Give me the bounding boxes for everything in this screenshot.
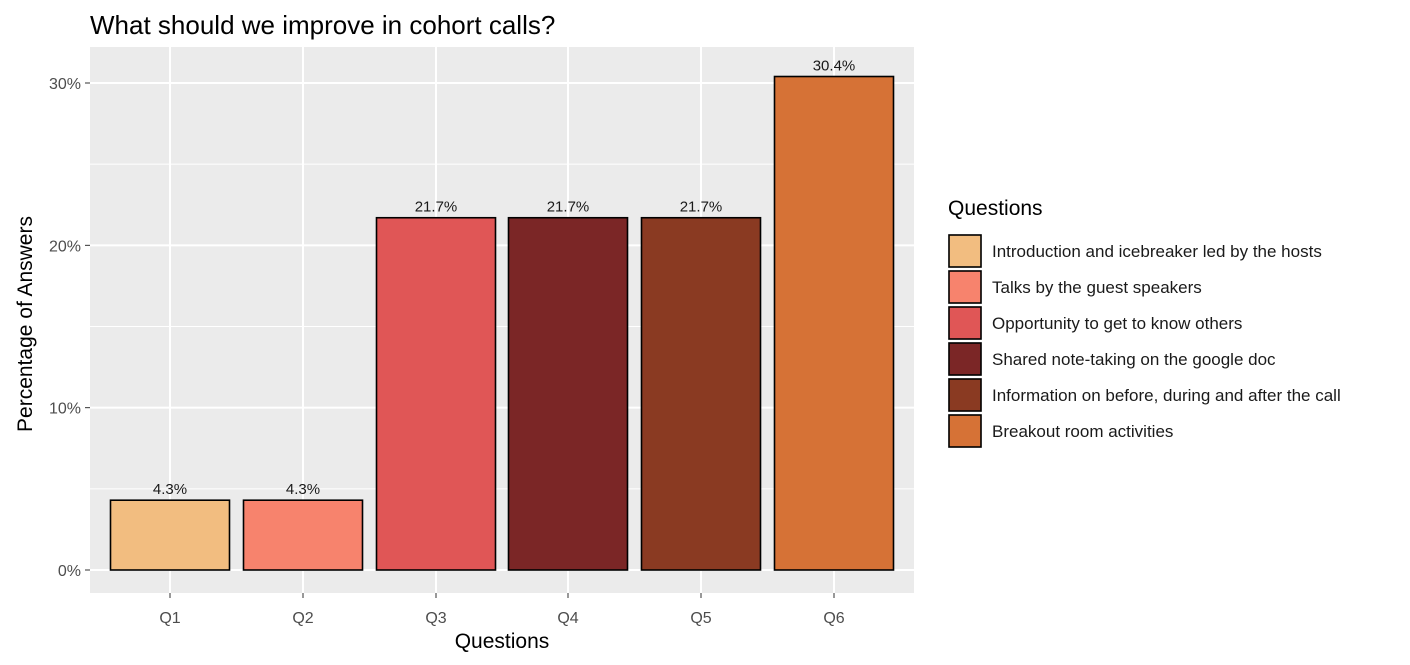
- legend-swatch-1: [948, 234, 982, 268]
- y-axis-title: Percentage of Answers: [14, 216, 37, 432]
- x-tick-label-q2: Q2: [292, 610, 313, 627]
- data-label-q3: 21.7%: [415, 199, 458, 216]
- legend-swatch-4: [948, 342, 982, 376]
- data-label-q1: 4.3%: [153, 481, 187, 498]
- x-tick-label-q6: Q6: [823, 610, 844, 627]
- y-tick-label: 30%: [49, 76, 81, 93]
- legend-swatch-3: [948, 306, 982, 340]
- x-tick-label-q1: Q1: [159, 610, 180, 627]
- data-label-q5: 21.7%: [680, 199, 723, 216]
- bar-q5: [640, 216, 762, 571]
- data-label-q6: 30.4%: [813, 58, 856, 75]
- bar-q1: [109, 499, 231, 571]
- data-label-q4: 21.7%: [547, 199, 590, 216]
- y-tick-label: 0%: [58, 563, 81, 580]
- legend-swatch-2: [948, 270, 982, 304]
- bars: 4.3% 4.3% 21.7% 21.7% 21.7% 30.4%: [109, 58, 895, 571]
- x-tick-label-q3: Q3: [425, 610, 446, 627]
- bar-q4: [507, 216, 629, 571]
- legend-label-3: Opportunity to get to know others: [992, 314, 1242, 333]
- bar-q3: [375, 216, 497, 571]
- legend-label-1: Introduction and icebreaker led by the h…: [992, 242, 1322, 261]
- legend-label-2: Talks by the guest speakers: [992, 278, 1202, 297]
- y-tick-label: 20%: [49, 238, 81, 255]
- x-axis-title: Questions: [455, 630, 550, 653]
- x-tick-label-q4: Q4: [557, 610, 578, 627]
- legend: Questions Introduction and icebreaker le…: [948, 197, 1341, 448]
- legend-label-5: Information on before, during and after …: [992, 386, 1341, 405]
- legend-label-4: Shared note-taking on the google doc: [992, 350, 1276, 369]
- legend-swatch-6: [948, 414, 982, 448]
- legend-swatch-5: [948, 378, 982, 412]
- bar-q6: [773, 75, 895, 571]
- bar-q2: [242, 499, 364, 571]
- legend-title: Questions: [948, 197, 1043, 220]
- x-tick-label-q5: Q5: [690, 610, 711, 627]
- axes: 0% 10% 20% 30% Q1 Q2 Q3 Q4 Q5 Q6: [49, 76, 845, 627]
- chart-title: What should we improve in cohort calls?: [90, 10, 555, 40]
- legend-label-6: Breakout room activities: [992, 422, 1173, 441]
- y-tick-label: 10%: [49, 401, 81, 418]
- data-label-q2: 4.3%: [286, 481, 320, 498]
